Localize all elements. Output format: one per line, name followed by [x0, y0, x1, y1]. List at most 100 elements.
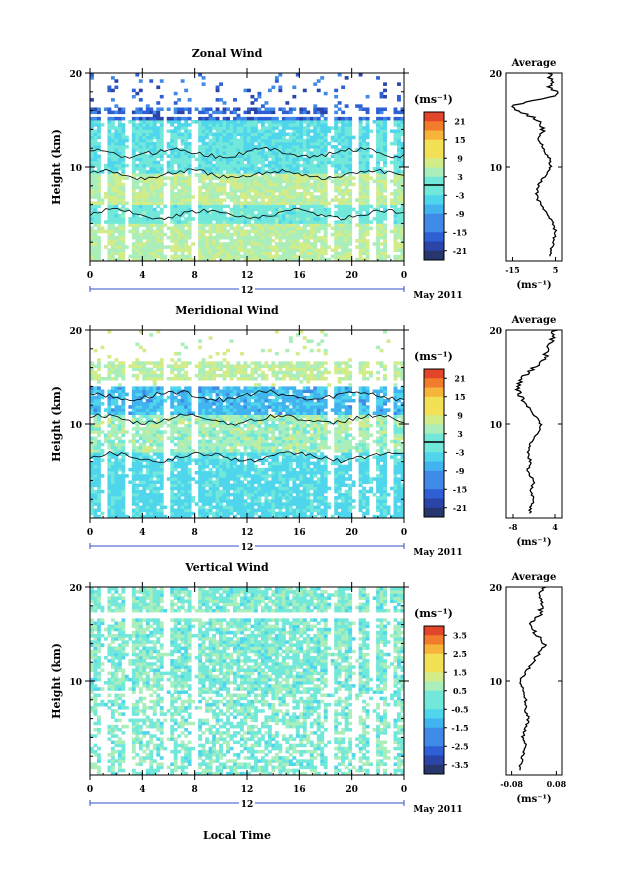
heatmap-cell — [222, 505, 227, 509]
heatmap-cell — [281, 245, 286, 249]
heatmap-cell — [184, 242, 189, 246]
heatmap-cell — [253, 201, 258, 205]
heatmap-cell — [247, 508, 251, 513]
heatmap-cell — [100, 229, 105, 234]
heatmap-cell — [320, 220, 325, 224]
heatmap-cell — [271, 502, 276, 506]
heatmap-cell — [212, 204, 216, 209]
heatmap-cell — [337, 154, 342, 158]
heatmap-cell — [323, 116, 328, 121]
heatmap-cell — [260, 223, 265, 227]
heatmap-cell — [93, 464, 98, 469]
heatmap-cell — [344, 257, 349, 262]
heatmap-cell — [288, 467, 293, 472]
heatmap-cell — [229, 151, 234, 155]
heatmap-cell — [201, 176, 206, 180]
heatmap-cell — [264, 185, 269, 190]
heatmap-cell — [170, 204, 175, 209]
heatmap-cell — [135, 185, 140, 190]
heatmap-cell — [323, 486, 328, 491]
heatmap-cell — [320, 141, 325, 146]
heatmap-cell — [247, 455, 251, 459]
heatmap-cell — [316, 467, 321, 472]
heatmap-cell — [274, 220, 279, 224]
heatmap-cell — [212, 214, 216, 218]
heatmap-cell — [156, 179, 161, 184]
heatmap-cell — [295, 235, 300, 240]
heatmap-cell — [229, 160, 234, 165]
heatmap-cell — [257, 145, 262, 149]
heatmap-cell — [201, 220, 206, 224]
heatmap-cell — [138, 217, 143, 221]
heatmap-cell — [393, 123, 398, 127]
heatmap-cell — [96, 116, 101, 121]
heatmap-cell — [114, 104, 119, 108]
heatmap-cell — [393, 483, 398, 488]
heatmap-cell — [260, 182, 265, 187]
heatmap-cell — [271, 207, 276, 212]
heatmap-cell — [201, 464, 206, 469]
heatmap-cell — [397, 254, 401, 259]
heatmap-cell — [93, 154, 98, 158]
heatmap-cell — [253, 486, 258, 491]
heatmap-cell — [362, 126, 367, 130]
heatmap-cell — [306, 492, 311, 497]
heatmap-cell — [281, 477, 286, 481]
heatmap-cell — [173, 132, 178, 137]
heatmap-cell — [215, 214, 220, 218]
heatmap-cell — [316, 235, 321, 240]
heatmap-cell — [156, 176, 161, 180]
heatmap-cell — [274, 235, 279, 240]
heatmap-cell — [184, 514, 189, 519]
heatmap-cell — [250, 170, 255, 174]
heatmap-cell — [205, 176, 210, 180]
heatmap-cell — [114, 179, 119, 184]
heatmap-cell — [173, 151, 178, 155]
heatmap-cell — [236, 245, 241, 249]
heatmap-cell — [281, 107, 286, 111]
heatmap-cell — [267, 116, 272, 121]
heatmap-cell — [292, 123, 297, 127]
heatmap-cell — [142, 195, 147, 199]
heatmap-cell — [295, 145, 300, 149]
heatmap-cell — [316, 129, 321, 133]
heatmap-cell — [302, 511, 307, 516]
heatmap-cell — [358, 254, 363, 259]
heatmap-cell — [295, 148, 300, 152]
heatmap-cell — [219, 477, 223, 481]
heatmap-cell — [383, 173, 387, 177]
heatmap-cell — [233, 505, 237, 509]
heatmap-cell — [383, 496, 387, 500]
heatmap-cell — [208, 217, 213, 221]
heatmap-cell — [264, 458, 269, 462]
heatmap-cell — [233, 192, 237, 196]
heatmap-cell — [337, 496, 342, 500]
heatmap-cell — [229, 110, 234, 115]
heatmap-cell — [264, 154, 269, 158]
heatmap-cell — [260, 229, 265, 234]
heatmap-cell — [376, 138, 380, 143]
heatmap-cell — [365, 245, 370, 249]
heatmap-cell — [180, 245, 185, 249]
heatmap-cell — [253, 123, 258, 127]
heatmap-cell — [215, 170, 220, 174]
heatmap-cell — [379, 242, 384, 246]
heatmap-cell — [358, 135, 363, 140]
heatmap-cell — [264, 207, 269, 212]
heatmap-cell — [278, 148, 283, 152]
heatmap-cell — [121, 248, 126, 252]
heatmap-cell — [257, 467, 262, 472]
heatmap-cell — [205, 110, 210, 115]
heatmap-cell — [250, 235, 255, 240]
heatmap-cell — [376, 220, 380, 224]
heatmap-cell — [90, 254, 94, 259]
heatmap-cell — [341, 176, 346, 180]
heatmap-cell — [309, 192, 314, 196]
heatmap-cell — [233, 502, 237, 506]
heatmap-cell — [166, 226, 171, 231]
heatmap-cell — [229, 499, 234, 503]
heatmap-cell — [257, 204, 262, 209]
heatmap-cell — [177, 254, 182, 259]
heatmap-cell — [187, 210, 192, 215]
heatmap-cell — [320, 176, 325, 180]
